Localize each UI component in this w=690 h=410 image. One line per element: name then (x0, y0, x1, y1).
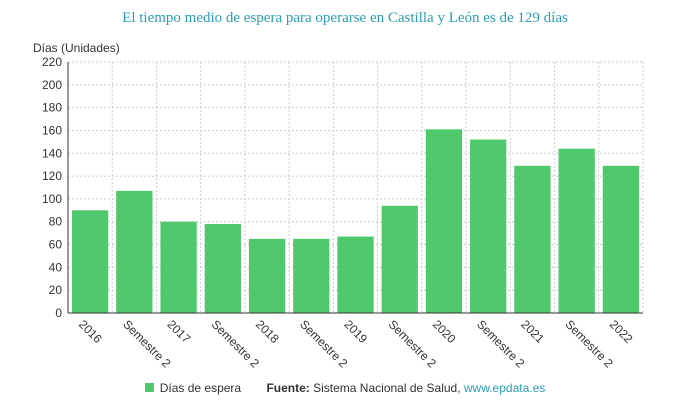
y-tick-label: 200 (42, 78, 62, 92)
x-tick-label: 2017 (164, 317, 193, 346)
y-tick-label: 160 (42, 123, 62, 137)
y-axis-label: Días (Unidades) (33, 41, 120, 55)
bar (514, 165, 551, 313)
footer: Días de espera Fuente: Sistema Nacional … (0, 381, 690, 395)
bar (470, 139, 507, 313)
x-tick-label: 2021 (518, 317, 547, 346)
bar (337, 236, 374, 313)
bar (602, 165, 640, 313)
chart: El tiempo medio de espera para operarse … (33, 10, 644, 371)
bar (248, 238, 286, 313)
bar (116, 190, 153, 313)
bar (160, 221, 197, 313)
x-tick-label: 2020 (430, 317, 459, 346)
y-tick-label: 140 (42, 146, 62, 160)
x-tick-label: 2018 (253, 317, 282, 346)
y-tick-label: 180 (42, 101, 62, 115)
x-tick-label: 2016 (76, 317, 105, 346)
chart-title: El tiempo medio de espera para operarse … (122, 10, 568, 26)
bar (381, 205, 418, 313)
bar (204, 224, 241, 313)
bar (558, 148, 595, 313)
y-tick-label: 220 (42, 55, 62, 69)
legend-label: Días de espera (159, 381, 242, 395)
bar (71, 210, 109, 313)
source-text: Sistema Nacional de Salud, (313, 381, 461, 395)
source-link[interactable]: www.epdata.es (463, 381, 546, 395)
y-tick-label: 120 (42, 169, 62, 183)
y-tick-label: 0 (55, 306, 62, 320)
source-label: Fuente: (266, 381, 310, 395)
y-tick-label: 80 (49, 215, 63, 229)
bar (293, 238, 330, 313)
y-tick-label: 40 (49, 260, 63, 274)
y-tick-label: 60 (49, 238, 63, 252)
legend-swatch (144, 383, 154, 392)
x-tick-label: 2022 (607, 317, 636, 346)
y-tick-label: 20 (49, 283, 63, 297)
bar (425, 129, 463, 313)
y-tick-label: 100 (42, 192, 62, 206)
x-tick-label: 2019 (341, 317, 370, 346)
